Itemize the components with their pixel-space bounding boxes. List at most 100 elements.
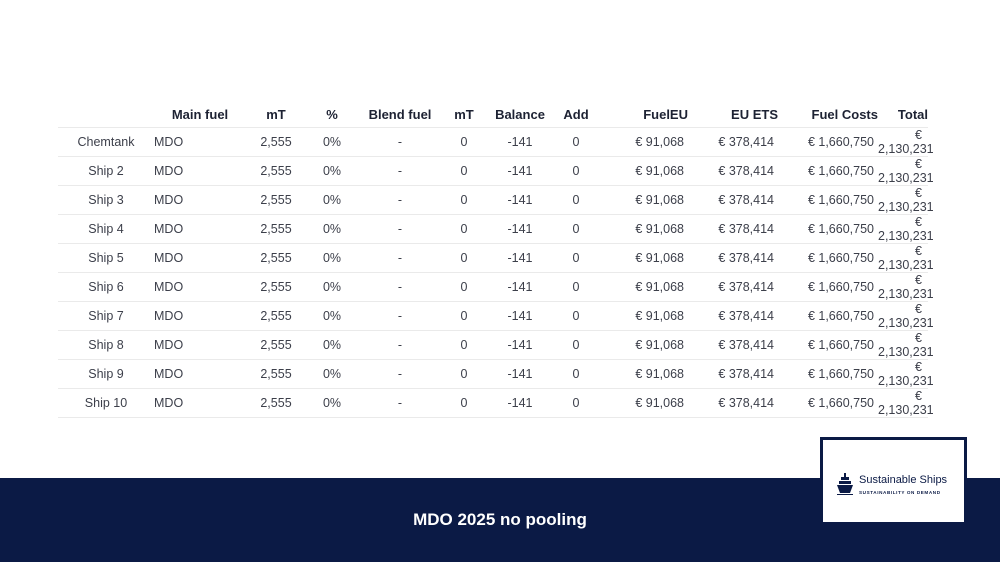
cell-blend-fuel: - [358, 272, 442, 302]
cell-fuel-costs: € 1,660,750 [778, 272, 878, 302]
table-row: Ship 9 MDO 2,555 0% -0 -141 0 € 91,068 € 378,414… [58, 359, 934, 389]
cell-blend-percent: 0% [306, 156, 358, 186]
cell-balance: -141 [486, 243, 554, 273]
cell-fuel-costs: € 1,660,750 [778, 185, 878, 215]
cell-fueleu: € 91,068 [598, 301, 688, 331]
header-ship-name [58, 102, 154, 128]
cell-fueleu: € 91,068 [598, 388, 688, 418]
header-balance: Balance [495, 107, 545, 122]
cell-total: € 2,130,231 [878, 330, 934, 360]
cell-blend-fuel-mt: 0 [442, 301, 486, 331]
cell-blend-fuel: - [358, 243, 442, 273]
cell-main-fuel: MDO [154, 185, 246, 215]
cell-ship-name: Ship 10 [58, 388, 154, 418]
cell-main-fuel-mt: 2,555 [246, 185, 306, 215]
cell-blend-fuel-mt: 0 [442, 359, 486, 389]
cell-eu-ets: € 378,414 [688, 214, 778, 244]
cell-add: 0 [554, 388, 598, 418]
cell-blend-percent: 0% [306, 127, 358, 157]
cell-eu-ets: € 378,414 [688, 301, 778, 331]
cell-blend-fuel: - [358, 359, 442, 389]
cell-blend-fuel: - [358, 127, 442, 157]
cell-add: 0 [554, 272, 598, 302]
cell-add: 0 [554, 301, 598, 331]
cell-fueleu: € 91,068 [598, 330, 688, 360]
cell-main-fuel: MDO [154, 388, 246, 418]
cell-blend-percent: 0% [306, 330, 358, 360]
cell-fueleu: € 91,068 [598, 272, 688, 302]
cell-total: € 2,130,231 [878, 185, 934, 215]
table-row: Ship 2 MDO 2,555 0% -0 -141 0 € 91,068 € 378,414… [58, 156, 934, 186]
cell-fuel-costs: € 1,660,750 [778, 127, 878, 157]
cell-add: 0 [554, 359, 598, 389]
cell-balance: -141 [486, 388, 554, 418]
company-logo: Sustainable Ships SUSTAINABILITY ON DEMA… [820, 437, 967, 525]
cell-blend-percent: 0% [306, 272, 358, 302]
cell-balance: -141 [486, 272, 554, 302]
cell-balance: -141 [486, 185, 554, 215]
cell-blend-percent: 0% [306, 185, 358, 215]
cell-add: 0 [554, 330, 598, 360]
cell-blend-fuel: - [358, 388, 442, 418]
cell-total: € 2,130,231 [878, 301, 934, 331]
cell-blend-fuel: - [358, 301, 442, 331]
cell-fueleu: € 91,068 [598, 127, 688, 157]
header-total: Total [897, 107, 928, 122]
cell-blend-fuel-mt: 0 [442, 127, 486, 157]
cell-eu-ets: € 378,414 [688, 330, 778, 360]
cell-ship-name: Ship 4 [58, 214, 154, 244]
header-row: Main fuel mT% Blend fuel mT Balance Add FuelEU… [58, 102, 928, 128]
cell-blend-fuel: - [358, 185, 442, 215]
cell-eu-ets: € 378,414 [688, 359, 778, 389]
cell-ship-name: Ship 3 [58, 185, 154, 215]
cell-main-fuel: MDO [154, 156, 246, 186]
header-fuel-costs: Fuel Costs [811, 107, 878, 122]
cell-fuel-costs: € 1,660,750 [778, 214, 878, 244]
cell-balance: -141 [486, 214, 554, 244]
cell-fuel-costs: € 1,660,750 [778, 243, 878, 273]
cell-ship-name: Ship 7 [58, 301, 154, 331]
cell-main-fuel-mt: 2,555 [246, 272, 306, 302]
header-blend-percent: % [326, 107, 338, 122]
cell-blend-fuel: - [358, 156, 442, 186]
logo-tagline: SUSTAINABILITY ON DEMAND [859, 490, 941, 495]
table-body: Chemtank MDO 2,555 0% -0 -141 0 € 91,068 € 378,4… [58, 127, 934, 418]
cell-fueleu: € 91,068 [598, 214, 688, 244]
header-main-fuel-mt: mT [266, 107, 286, 122]
cell-fuel-costs: € 1,660,750 [778, 156, 878, 186]
table-row: Ship 10 MDO 2,555 0% -0 -141 0 € 91,068 € 378,41… [58, 388, 934, 418]
cell-fueleu: € 91,068 [598, 243, 688, 273]
cell-add: 0 [554, 185, 598, 215]
cell-main-fuel: MDO [154, 301, 246, 331]
cell-main-fuel-mt: 2,555 [246, 388, 306, 418]
cell-total: € 2,130,231 [878, 388, 934, 418]
cell-main-fuel: MDO [154, 214, 246, 244]
table-row: Ship 4 MDO 2,555 0% -0 -141 0 € 91,068 € 378,414… [58, 214, 934, 244]
header-blend-fuel-mt: mT [454, 107, 474, 122]
cell-ship-name: Ship 2 [58, 156, 154, 186]
cell-balance: -141 [486, 156, 554, 186]
header-fueleu: FuelEU [643, 107, 688, 122]
cell-blend-fuel: - [358, 330, 442, 360]
cell-eu-ets: € 378,414 [688, 243, 778, 273]
cell-ship-name: Chemtank [58, 127, 154, 157]
fleet-table-container: Main fuel mT% Blend fuel mT Balance Add FuelEU… [58, 102, 934, 418]
header-main-fuel: Main fuel [171, 107, 229, 122]
slide-title: MDO 2025 no pooling [413, 510, 587, 529]
cell-main-fuel-mt: 2,555 [246, 214, 306, 244]
cell-add: 0 [554, 214, 598, 244]
cell-fueleu: € 91,068 [598, 359, 688, 389]
cell-blend-fuel: - [358, 214, 442, 244]
cell-add: 0 [554, 243, 598, 273]
cell-blend-percent: 0% [306, 214, 358, 244]
cell-fuel-costs: € 1,660,750 [778, 388, 878, 418]
cell-blend-fuel-mt: 0 [442, 185, 486, 215]
cell-add: 0 [554, 156, 598, 186]
cell-blend-fuel-mt: 0 [442, 214, 486, 244]
cell-main-fuel-mt: 2,555 [246, 156, 306, 186]
table-row: Ship 7 MDO 2,555 0% -0 -141 0 € 91,068 € 378,414… [58, 301, 934, 331]
cell-main-fuel: MDO [154, 330, 246, 360]
cell-ship-name: Ship 5 [58, 243, 154, 273]
cell-balance: -141 [486, 359, 554, 389]
cell-eu-ets: € 378,414 [688, 272, 778, 302]
